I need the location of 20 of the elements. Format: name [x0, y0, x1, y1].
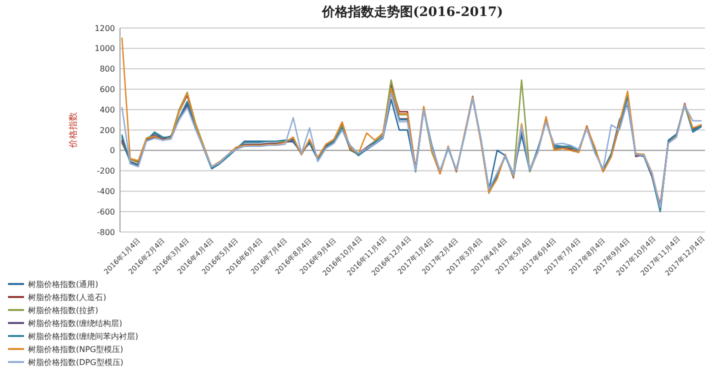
y-tick-label: 800	[100, 64, 115, 74]
y-tick-label: 600	[100, 85, 115, 94]
y-axis-title: 价格指数	[68, 112, 79, 149]
legend-label: 树脂价格指数(拉挤)	[28, 306, 98, 315]
y-tick-label: 400	[100, 105, 115, 114]
legend-label: 树脂价格指数(人造石)	[28, 292, 106, 302]
y-tick-label: 0	[110, 146, 115, 156]
y-tick-label: 200	[100, 126, 115, 135]
y-tick-label: -400	[96, 187, 115, 196]
legend-label: 树脂价格指数(通用)	[28, 280, 98, 289]
legend-label: 树脂价格指数(DPG型模压)	[28, 358, 124, 367]
y-tick-label: 1000	[94, 44, 115, 54]
legend-label: 树脂价格指数(NPG型模压)	[28, 344, 124, 354]
y-tick-label: -600	[96, 207, 115, 216]
y-tick-label: -200	[96, 166, 115, 176]
legend-label: 树脂价格指数(缠绕间苯内衬层)	[28, 332, 138, 341]
chart-title: 价格指数走势图(2016-2017)	[320, 4, 504, 20]
y-tick-label: -800	[96, 228, 115, 237]
y-tick-label: 1200	[94, 24, 115, 33]
legend-label: 树脂价格指数(缠绕结构层)	[28, 318, 122, 328]
